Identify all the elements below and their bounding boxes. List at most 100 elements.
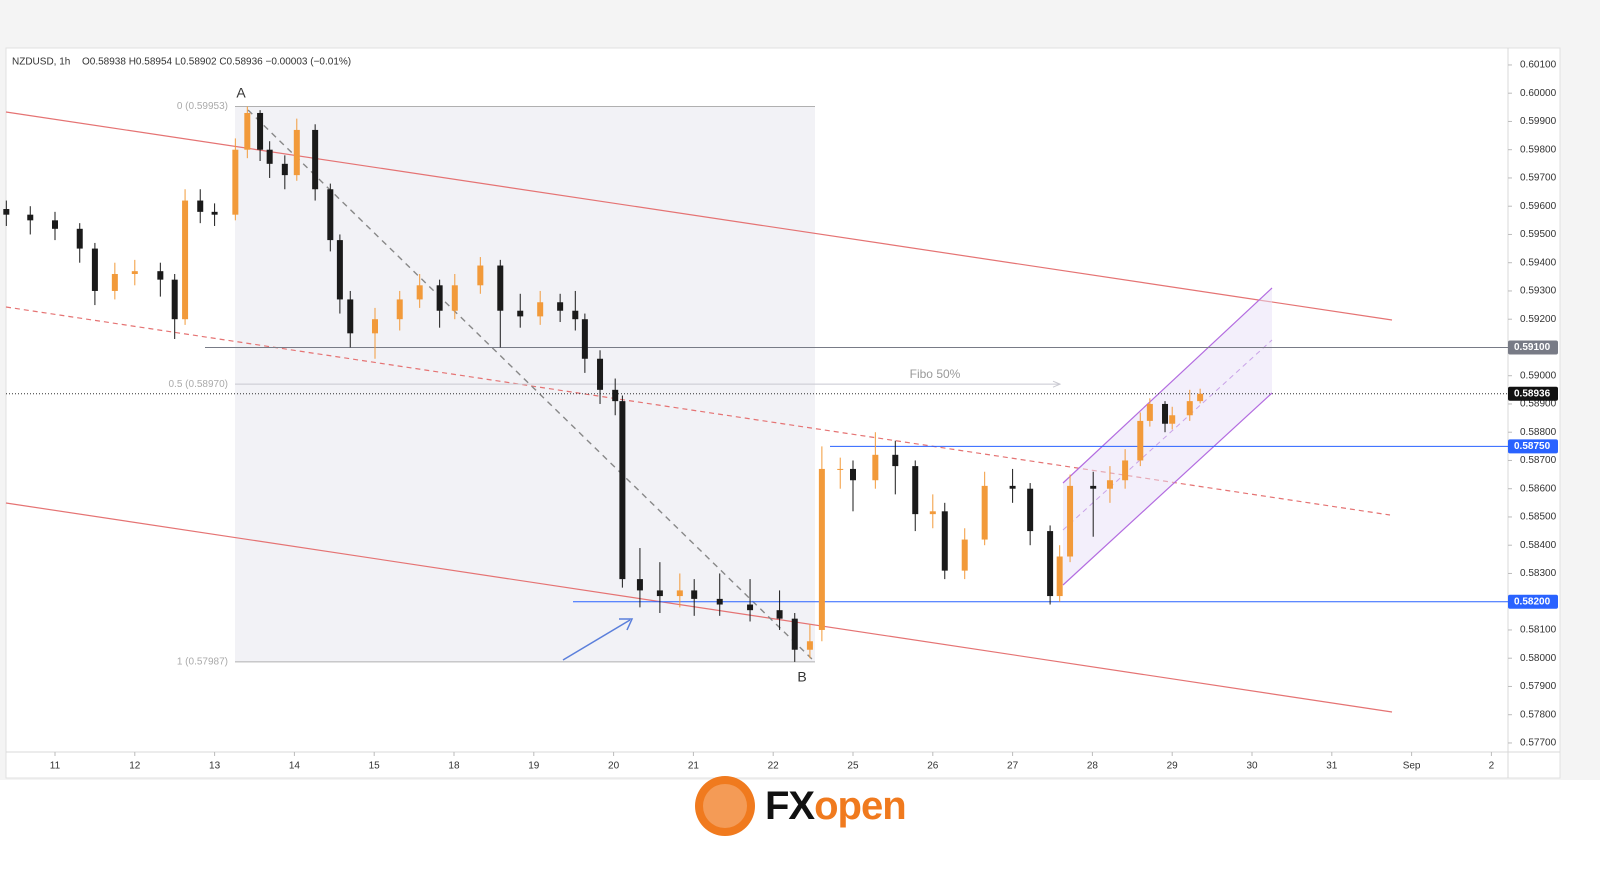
x-tick-label: 2 <box>1489 761 1495 772</box>
label-b: B <box>797 669 806 685</box>
y-tick-label: 0.58000 <box>1520 653 1557 664</box>
y-tick-label: 0.59700 <box>1520 173 1557 184</box>
ohlc-header: O0.58938 H0.58954 L0.58902 C0.58936 −0.0… <box>82 57 351 68</box>
candle-body <box>281 163 288 176</box>
candle-body <box>776 610 783 619</box>
candle-body <box>211 211 218 215</box>
candle-body <box>1027 488 1034 532</box>
x-tick-label: 29 <box>1167 761 1179 772</box>
candle-body <box>612 389 619 402</box>
x-tick-label: 27 <box>1007 761 1019 772</box>
candle-body <box>171 279 178 320</box>
candle-body <box>892 454 899 467</box>
y-tick-label: 0.59000 <box>1520 370 1557 381</box>
label-a: A <box>236 85 246 101</box>
candle-body <box>981 485 988 540</box>
candle-body <box>557 302 564 311</box>
candle-body <box>76 228 83 249</box>
candle-body <box>436 285 443 311</box>
x-tick-label: 21 <box>688 761 700 772</box>
price-tag-label: 0.59100 <box>1514 342 1551 353</box>
x-tick-label: 28 <box>1087 761 1099 772</box>
y-tick-label: 0.59400 <box>1520 257 1557 268</box>
candle-body <box>517 310 524 317</box>
candle-body <box>3 209 10 215</box>
candle-body <box>336 240 343 300</box>
candle-body <box>872 454 879 481</box>
x-tick-label: 19 <box>528 761 540 772</box>
candle-body <box>1137 420 1144 461</box>
candle-body <box>416 285 423 300</box>
candle-body <box>371 319 378 334</box>
x-tick-label: 11 <box>50 761 61 772</box>
x-tick-label: 15 <box>369 761 381 772</box>
candle-body <box>929 511 936 515</box>
candle-body <box>1067 485 1074 557</box>
candle-body <box>691 590 698 599</box>
y-tick-label: 0.58900 <box>1520 399 1557 410</box>
y-tick-label: 0.58600 <box>1520 483 1557 494</box>
candle-body <box>537 302 544 317</box>
y-tick-label: 0.58100 <box>1520 625 1557 636</box>
candle-body <box>396 299 403 320</box>
y-tick-label: 0.58300 <box>1520 568 1557 579</box>
y-tick-label: 0.59500 <box>1520 229 1557 240</box>
x-tick-label: 12 <box>129 761 141 772</box>
x-tick-label: 22 <box>768 761 780 772</box>
price-tag-label: 0.58200 <box>1514 596 1551 607</box>
candle-body <box>131 271 138 275</box>
candle-body <box>347 299 354 334</box>
fib-label: 0 (0.59953) <box>177 101 228 112</box>
y-tick-label: 0.58500 <box>1520 512 1557 523</box>
y-tick-label: 0.58400 <box>1520 540 1557 551</box>
candle-body <box>912 466 919 515</box>
x-tick-label: 30 <box>1246 761 1258 772</box>
trend-line <box>5 502 1393 713</box>
chart-title: NZDUSD, 1h <box>12 57 70 68</box>
candle-body <box>581 319 588 359</box>
y-tick-label: 0.58800 <box>1520 427 1557 438</box>
price-tag-label: 0.58936 <box>1514 388 1551 399</box>
candle-body <box>197 200 204 212</box>
candle-body <box>244 112 251 150</box>
candle-body <box>1146 403 1153 421</box>
fib-arrow <box>1052 380 1062 388</box>
candle-body <box>818 468 825 630</box>
channel-mid <box>1062 339 1273 531</box>
candle-body <box>1090 485 1097 489</box>
y-tick-label: 0.57900 <box>1520 681 1557 692</box>
price-tag-label: 0.58750 <box>1514 441 1551 452</box>
candle-body <box>1186 401 1193 416</box>
fibo-label: Fibo 50% <box>910 367 961 381</box>
candle-body <box>27 214 34 221</box>
logo-icon <box>695 776 755 836</box>
candle-body <box>636 579 643 591</box>
price-tag <box>1508 386 1558 401</box>
candle-body <box>837 468 844 470</box>
candle-body <box>676 590 683 597</box>
candle-body <box>572 310 579 320</box>
y-tick-label: 0.57800 <box>1520 709 1557 720</box>
candle-body <box>619 401 626 580</box>
channel-line <box>1062 392 1273 586</box>
candle-body <box>747 604 754 611</box>
candle-body <box>656 590 663 597</box>
price-tag <box>1508 439 1558 454</box>
arrow <box>562 619 631 661</box>
candle-body <box>257 112 264 150</box>
y-tick-label: 0.60000 <box>1520 88 1557 99</box>
logo-icon-inner <box>703 784 747 828</box>
candle-body <box>293 129 300 176</box>
candle-body <box>182 200 189 320</box>
x-tick-label: 25 <box>847 761 859 772</box>
candle-body <box>1047 531 1054 597</box>
y-tick-label: 0.59800 <box>1520 144 1557 155</box>
fib-label: 1 (0.57987) <box>177 657 228 668</box>
channel-line <box>1062 287 1273 484</box>
candle-body <box>1009 485 1016 489</box>
candle-body <box>941 511 948 571</box>
candle-body <box>961 539 968 571</box>
fib-label: 0.5 (0.58970) <box>169 379 229 390</box>
